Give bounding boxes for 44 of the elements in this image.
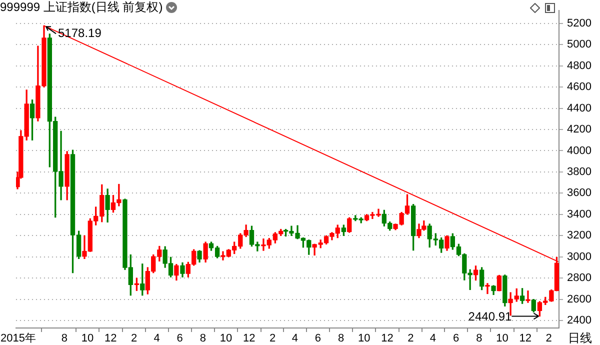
x-tick-label: 12 [381, 332, 394, 345]
text: 日线 [568, 331, 592, 345]
y-tick-label: 5000 [567, 38, 592, 51]
y-tick-label: 3400 [567, 208, 592, 220]
x-tick-label: 2 [130, 332, 138, 345]
y-tick-label: 4200 [567, 124, 592, 136]
y-tick-label: 2800 [567, 272, 592, 284]
x-tick-label: 8 [338, 332, 344, 345]
x-tick-label: 10 [358, 332, 370, 345]
y-tick-label: 2400 [567, 314, 592, 327]
y-tick-label: 4400 [567, 102, 592, 114]
y-tick-label: 3600 [567, 187, 592, 200]
x-tick-label: 2 [408, 332, 414, 345]
y-tick-label: 3800 [567, 166, 592, 178]
x-tick-label: 12 [519, 332, 532, 345]
x-tick-label: 6 [453, 332, 460, 345]
x-tick-label: 6 [176, 332, 183, 345]
x-tick-label: 2 [269, 332, 276, 345]
x-tick-label: 12 [104, 332, 117, 345]
x-tick-label: 10 [81, 332, 94, 345]
y-tick-label: 3200 [567, 230, 592, 242]
x-tick-label: 4 [154, 332, 160, 345]
y-tick-label: 4600 [567, 81, 592, 94]
y-tick-label: 5200 [567, 17, 592, 30]
x-tick-label: 10 [496, 332, 508, 345]
y-tick-label: 4000 [567, 144, 592, 157]
x-tick-label: 4 [292, 332, 298, 345]
x-tick-label: 8 [200, 332, 206, 345]
candlestick [526, 290, 530, 303]
x-tick-label: 2 [546, 332, 552, 345]
chart-title: 999999 上证指数(日线 前复权) [0, 0, 163, 14]
x-tick-label: 8 [476, 332, 482, 345]
x-tick-label: 2015年 [0, 332, 36, 345]
x-tick-label: 10 [220, 332, 232, 345]
y-tick-label: 2600 [567, 293, 592, 306]
annotation: 5178.19 [58, 26, 102, 40]
y-tick-label: 3000 [567, 250, 592, 263]
annotation: 2440.91 [468, 310, 512, 324]
x-tick-label: 12 [242, 332, 256, 345]
x-tick-label: 6 [314, 332, 322, 345]
x-tick-label: 8 [61, 332, 68, 345]
x-tick-label: 4 [430, 332, 436, 345]
y-tick-label: 4800 [567, 60, 592, 72]
candlestick [485, 283, 490, 294]
